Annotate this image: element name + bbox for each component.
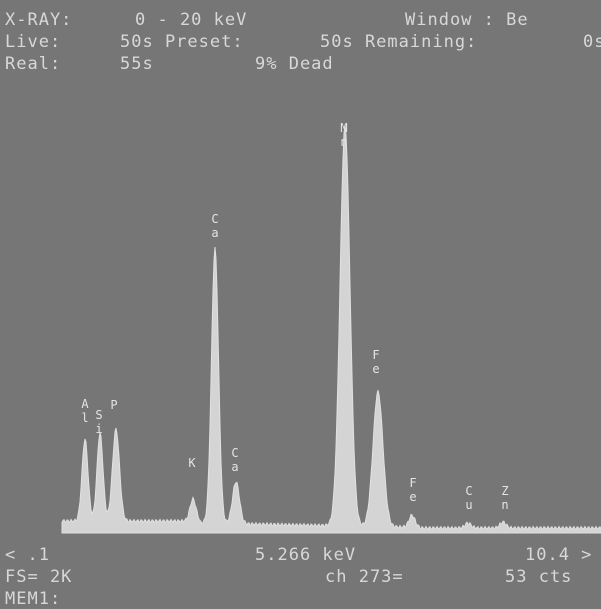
peak-label: P [107, 398, 121, 412]
peak-label: Ca [208, 212, 222, 240]
spectrum-trace [61, 124, 601, 534]
header-text: 9% Dead [255, 54, 334, 74]
footer-text: 5.266 keV [255, 545, 357, 565]
peak-label: Cu [462, 484, 476, 512]
footer-text: MEM1: [5, 589, 62, 609]
header-text: 0 - 20 keV [135, 10, 248, 30]
peak-label: Si [92, 408, 106, 436]
footer-text: ch 273= [325, 567, 404, 587]
header-text: 50s Preset: [120, 32, 244, 52]
footer-text: FS= 2K [5, 567, 73, 587]
footer-text: < .1 [5, 545, 50, 565]
peak-label: Ca [228, 446, 242, 474]
header-text: 55s [120, 54, 154, 74]
peak-label: Mn [337, 121, 351, 149]
header-text: Live: [5, 32, 62, 52]
peak-label: Al [78, 397, 92, 425]
header-text: Real: [5, 54, 62, 74]
footer-text: 53 cts [505, 567, 573, 587]
header-text: 50s Remaining: [320, 32, 478, 52]
peak-label: Fe [406, 476, 420, 504]
footer-text: 10.4 > [525, 545, 593, 565]
peak-label: K [185, 456, 199, 470]
peak-label: Fe [369, 348, 383, 376]
header-text: X-RAY: [5, 10, 73, 30]
peak-label: Zn [498, 484, 512, 512]
header-text: Window : Be [405, 10, 529, 30]
header-text: 0s [583, 32, 601, 52]
